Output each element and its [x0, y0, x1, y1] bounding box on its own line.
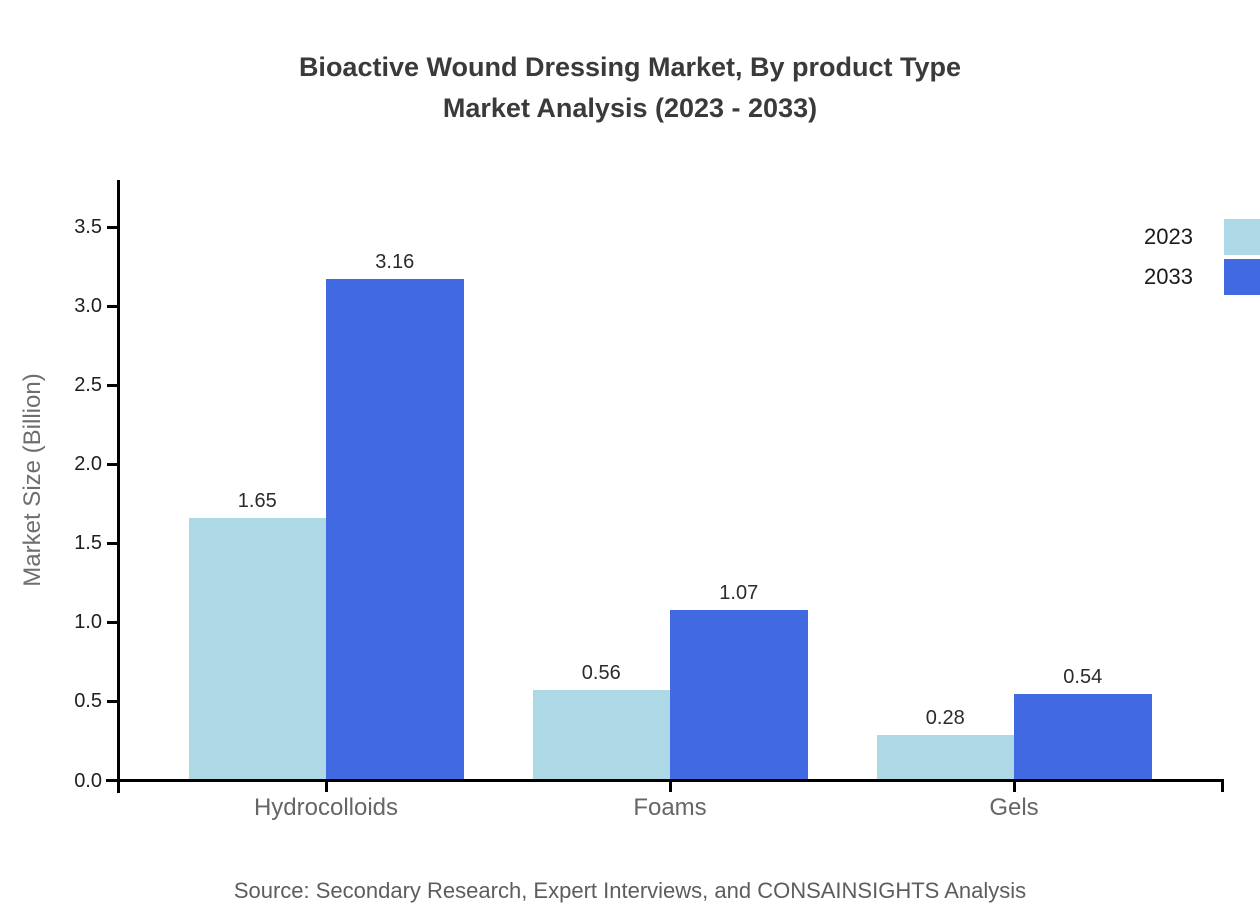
category-label-foams: Foams	[633, 794, 707, 821]
chart-title-line-1: Bioactive Wound Dressing Market, By prod…	[298, 52, 962, 82]
y-axis-tick	[107, 620, 117, 624]
legend-label-2023: 2023	[1144, 224, 1193, 249]
bar-2023-foams	[532, 690, 670, 779]
bar-value-label: 0.54	[1063, 665, 1103, 688]
bar-value-label: 3.16	[375, 251, 415, 274]
y-axis-tick	[107, 225, 117, 229]
x-axis-tick	[324, 779, 328, 792]
chart-title: Bioactive Wound Dressing Market, By prod…	[0, 47, 1260, 129]
y-axis-line	[117, 180, 120, 793]
y-axis-tick	[107, 699, 117, 703]
y-axis-tick-label: 1.5	[74, 532, 102, 555]
y-axis-tick-label: 1.0	[74, 611, 102, 634]
y-axis-tick	[107, 462, 117, 466]
y-axis-tick-label: 3.0	[74, 295, 102, 318]
x-axis-line	[106, 779, 1222, 782]
y-axis-tick-label: 3.5	[74, 216, 102, 238]
chart-title-line-2: Market Analysis (2023 - 2033)	[442, 93, 818, 123]
x-axis-tick	[1012, 779, 1016, 792]
x-axis-tick	[668, 779, 672, 792]
legend-label-2033: 2033	[1144, 264, 1193, 289]
bar-value-label: 1.65	[237, 490, 277, 513]
y-axis-tick	[107, 779, 117, 782]
bar-2033-hydrocolloids	[326, 279, 464, 779]
legend-swatch-2033	[1224, 259, 1260, 295]
bar-2023-hydrocolloids	[188, 518, 326, 779]
bar-2023-gels	[876, 734, 1014, 779]
bar-value-label: 0.56	[581, 662, 621, 685]
bar-value-label: 0.28	[925, 706, 965, 729]
x-axis-end-tick	[1220, 779, 1224, 792]
y-axis-tick	[107, 541, 117, 545]
category-label-gels: Gels	[989, 794, 1039, 821]
y-axis-tick-label: 0.5	[74, 690, 102, 713]
y-axis-tick-label: 2.0	[74, 453, 102, 476]
legend-swatch-2023	[1224, 219, 1260, 255]
y-axis-tick-label: 0.0	[74, 769, 102, 792]
y-axis-tick-label: 2.5	[74, 374, 102, 397]
source-note: Source: Secondary Research, Expert Inter…	[233, 878, 1027, 903]
bar-2033-foams	[670, 609, 808, 779]
category-label-hydrocolloids: Hydrocolloids	[253, 794, 399, 821]
bar-2033-gels	[1014, 693, 1152, 779]
y-axis-tick	[107, 304, 117, 308]
bar-value-label: 1.07	[719, 581, 759, 604]
y-axis-tick	[107, 383, 117, 387]
